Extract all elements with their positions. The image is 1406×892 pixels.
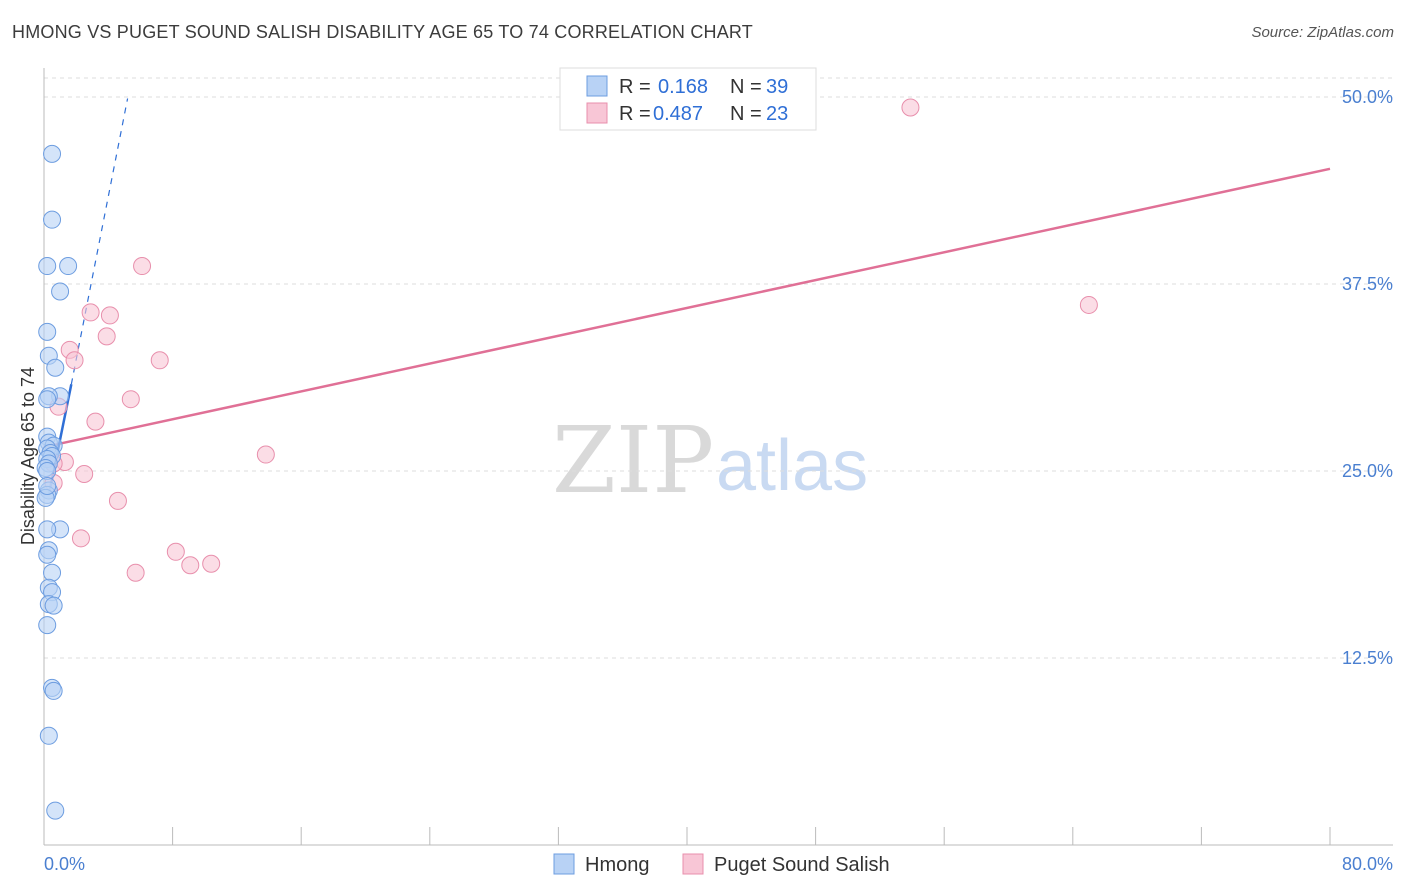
y-tick-label: 12.5% [1342,648,1393,668]
legend-r-value-salish: 0.487 [653,103,703,125]
data-point-salish [121,390,140,409]
bottom-legend-swatch-hmong [553,853,575,875]
data-point-salish [166,542,185,561]
trend-line-hmong-extension [70,98,129,385]
legend-r-label-salish: R = [619,103,651,125]
source-credit: Source: ZipAtlas.com [1251,24,1394,41]
gridlines [44,77,1393,659]
data-point-salish [86,412,105,431]
data-point-salish [108,491,127,510]
data-point-hmong [46,801,65,820]
data-point-hmong [43,210,62,229]
data-point-hmong [43,563,62,582]
data-point-hmong [38,476,57,495]
bottom-legend-swatch-salish [682,853,704,875]
data-point-salish [71,529,90,548]
legend-swatch-hmong [586,75,608,97]
y-tick-label: 25.0% [1342,461,1393,481]
data-point-salish [901,98,920,117]
data-point-hmong [38,257,57,276]
data-point-hmong [38,616,57,635]
data-point-salish [65,351,84,370]
data-point-salish [181,556,200,575]
data-point-salish [75,464,94,483]
chart-title: HMONG VS PUGET SOUND SALISH DISABILITY A… [12,22,753,42]
bottom-legend-label-hmong: Hmong [585,854,649,876]
data-point-salish [133,257,152,276]
data-points [36,98,1098,820]
legend-n-value-salish: 23 [766,103,788,125]
y-tick-label: 50.0% [1342,87,1393,107]
legend-swatch-salish [586,102,608,124]
data-point-salish [81,303,100,322]
trend-line-salish [43,167,1331,449]
data-point-hmong [44,681,63,700]
data-point-salish [97,327,116,346]
y-tick-labels: 12.5% 25.0% 37.5% 50.0% [1342,87,1393,668]
data-point-salish [1079,295,1098,314]
data-point-hmong [38,545,57,564]
data-point-hmong [59,257,78,276]
data-point-hmong [43,144,62,163]
legend-n-label-hmong: N = [730,76,762,98]
legend-n-value-hmong: 39 [766,76,788,98]
data-point-salish [202,554,221,573]
data-point-hmong [38,390,57,409]
x-tick-label-max: 80.0% [1342,854,1393,874]
data-point-salish [150,351,169,370]
data-point-hmong [39,726,58,745]
correlation-legend: R = 0.168 N = 39 R = 0.487 N = 23 [559,67,817,131]
legend-r-label-hmong: R = [619,76,651,98]
data-point-salish [126,563,145,582]
data-point-hmong [38,520,57,539]
data-point-hmong [44,596,63,615]
y-tick-label: 37.5% [1342,274,1393,294]
y-axis-label: Disability Age 65 to 74 [18,367,38,545]
data-point-hmong [38,322,57,341]
series-legend: Hmong Puget Sound Salish [553,853,890,876]
legend-n-label-salish: N = [730,103,762,125]
bottom-legend-label-salish: Puget Sound Salish [714,854,890,876]
data-point-hmong [46,358,65,377]
watermark-atlas: atlas [716,426,868,506]
data-point-salish [256,445,275,464]
legend-r-value-hmong: 0.168 [658,76,708,98]
data-point-hmong [51,282,70,301]
data-point-hmong [38,462,57,480]
data-point-salish [100,306,119,325]
x-tick-label-min: 0.0% [44,854,85,874]
watermark-zip: ZIP [552,407,714,514]
axes [43,68,1393,846]
